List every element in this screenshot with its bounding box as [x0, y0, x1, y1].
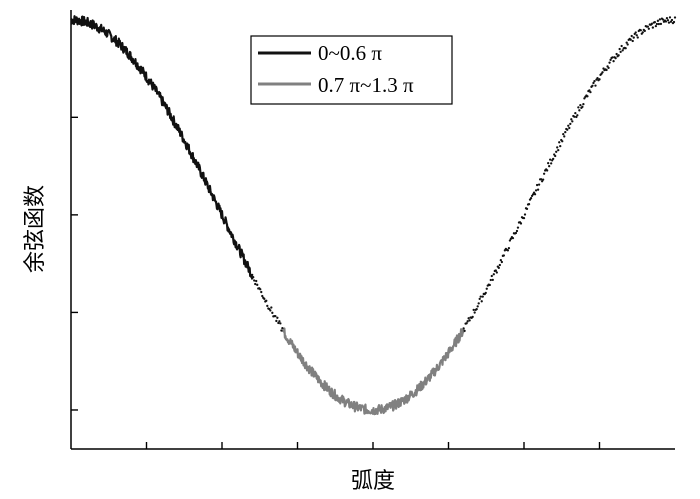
series-dotted-2 — [251, 273, 284, 332]
legend: 0~0.6 π 0.7 π~1.3 π — [250, 35, 453, 105]
legend-box — [250, 35, 453, 105]
y-axis-label: 余弦函数 — [23, 185, 48, 273]
x-axis-label: 弧度 — [351, 469, 395, 494]
x-ticks — [145, 442, 601, 449]
series-line-2 — [281, 327, 465, 416]
y-ticks — [71, 19, 78, 411]
series-layer — [70, 15, 677, 416]
series-dotted-3 — [462, 16, 677, 333]
legend-label-series-1: 0~0.6 π — [318, 41, 382, 65]
series-line-1 — [70, 15, 254, 280]
legend-label-series-2: 0.7 π~1.3 π — [318, 73, 414, 97]
